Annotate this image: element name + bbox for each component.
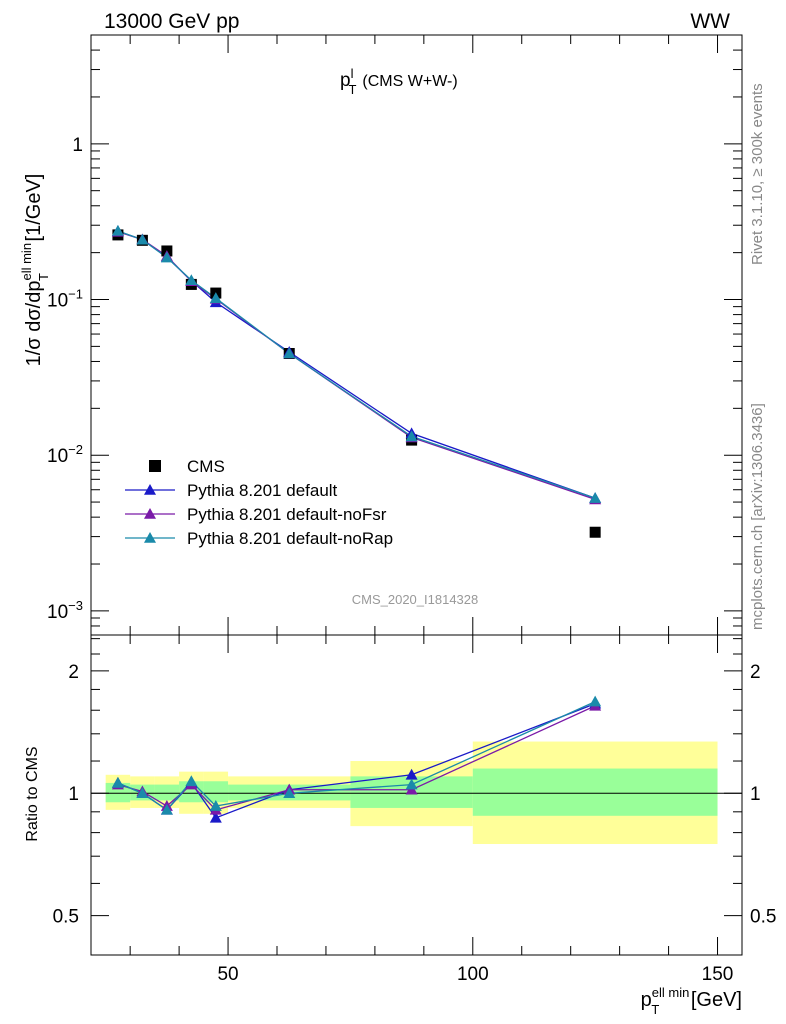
ratio-band-inner [105,782,131,803]
tick-label-exponent: −3 [68,598,83,613]
main-axis-ticks [91,34,742,636]
ratio-y-tick-label-right: 0.5 [750,907,776,928]
legend-label-default: Pythia 8.201 default [187,481,338,500]
plot-title-suffix: (CMS W+W-) [362,73,457,90]
header-channel: WW [690,10,730,33]
ratio-band-inner [472,768,718,816]
tick-label-exponent: −1 [68,287,83,302]
x-tick-labels: 50 100 150 [217,964,733,985]
tick-label-base: 10 [47,291,68,312]
mcplots-credit-label: mcplots.cern.ch [arXiv:1306.3436] [749,403,766,630]
main-point-noRap [185,274,198,286]
legend-marker-data [149,460,161,472]
legend: CMS Pythia 8.201 default Pythia 8.201 defa… [125,457,393,548]
legend-marker-noRap [144,532,156,543]
legend-label-data: CMS [187,457,225,476]
tick-label-exponent: −2 [68,442,83,457]
legend-marker-default [144,484,156,495]
ratio-point-noRap [111,776,124,788]
ratio-panel: 0.5 0.5 1 1 2 2 50 100 150 [53,634,777,985]
ratio-point-noRap [209,800,222,811]
main-panel: 10−310−210−11 pl T (CMS W+W-) CMS_2020_I18… [47,34,743,636]
x-axis-label: pell min T [GeV] [641,985,742,1017]
main-series-markers [111,224,602,538]
ratio-point-noRap [136,787,149,799]
main-point-noRap [589,492,602,503]
y-axis-label: 1/σ dσ/dpell min T [1/GeV] [19,174,51,367]
ratio-y-tick-label-left: 0.5 [53,907,79,928]
ratio-y-tick-labels: 0.5 0.5 1 1 2 2 [53,662,777,928]
ratio-band-inner [203,781,229,803]
main-point-noRap [160,251,173,263]
ratio-series-markers [111,695,602,823]
ratio-point-noRap [185,775,198,787]
plot-title: pl T (CMS W+W-) [340,66,458,97]
tick-label-base: 10 [47,602,68,623]
x-axis-label-suffix: [GeV] [685,989,742,1011]
ratio-point-noRap [283,787,296,799]
x-axis-label-sup: ell min [652,985,690,1000]
ratio-point-noRap [160,803,173,815]
ratio-axis-label: Ratio to CMS [24,746,41,841]
main-point-noRap [283,347,296,359]
main-point-noRap [111,224,124,236]
x-tick-label: 100 [457,964,489,985]
legend-marker-noFsr [144,508,156,519]
ratio-y-tick-label-left: 1 [68,784,79,805]
plot-title-sub: T [348,82,356,97]
legend-label-noFsr: Pythia 8.201 default-noFsr [187,505,387,524]
main-point-data [589,526,601,538]
main-y-tick-label: 10−1 [47,287,83,312]
main-y-tick-label: 10−2 [47,442,83,467]
x-axis-label-sub: T [651,1002,659,1017]
x-tick-label: 50 [217,964,238,985]
ratio-y-tick-label-right: 2 [750,662,761,683]
ratio-point-noRap [405,778,418,790]
header-process: 13000 GeV pp [104,10,239,33]
x-tick-label: 150 [702,964,734,985]
x-axis-label-main: p [641,989,652,1011]
main-point-noRap [136,233,149,245]
rivet-version-label: Rivet 3.1.10, ≥ 300k events [749,83,766,265]
y-axis-label-prefix: 1/σ dσ/dp [23,281,45,367]
ratio-point-default [209,811,222,823]
ratio-point-noRap [589,695,602,707]
ratio-y-tick-label-right: 1 [750,784,761,805]
legend-label-noRap: Pythia 8.201 default-noRap [187,529,393,548]
tick-label-base: 10 [47,446,68,467]
ratio-band-inner [179,781,204,803]
main-point-noRap [405,430,418,442]
watermark-analysis: CMS_2020_I1814328 [352,592,479,607]
main-point-noRap [209,292,222,303]
y-axis-label-sup: ell min [19,243,34,281]
main-y-tick-label: 10−3 [47,598,83,623]
plot-title-sup: l [351,66,354,81]
main-y-tick-label: 1 [72,135,83,156]
y-axis-label-suffix: [1/GeV] [23,174,45,247]
ratio-point-default [405,768,418,780]
plot-title-main: p [340,70,351,91]
ratio-axis-ticks [91,635,742,956]
ratio-y-tick-label-left: 2 [68,662,79,683]
main-y-tick-labels: 10−310−210−11 [47,135,83,623]
y-axis-label-sub: T [36,273,51,281]
ratio-band-inner [154,784,180,801]
ratio-frame [90,634,743,956]
